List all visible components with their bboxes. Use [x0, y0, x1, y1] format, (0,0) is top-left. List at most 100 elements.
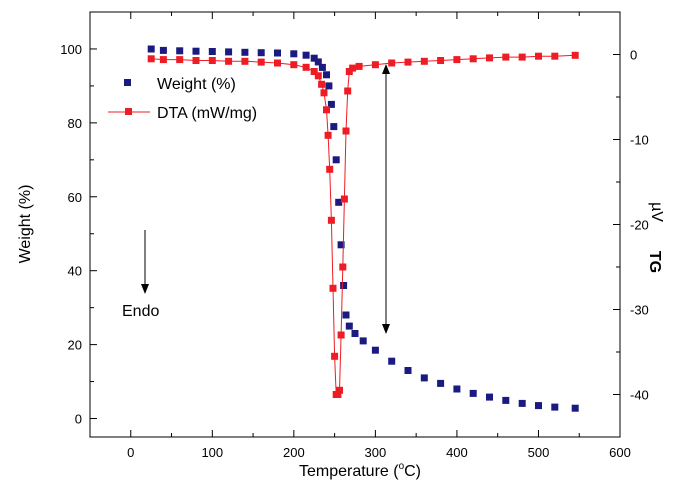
data-point: [388, 357, 396, 365]
x-tick-label: 100: [201, 445, 223, 460]
data-point: [437, 379, 445, 387]
data-point: [359, 337, 367, 345]
series-0: [147, 45, 579, 412]
legend-label-dta: DTA (mW/mg): [157, 105, 257, 122]
data-point: [241, 57, 249, 65]
y-left-tick-label: 40: [68, 264, 82, 279]
legend-label-weight: Weight (%): [157, 76, 236, 93]
data-point: [257, 58, 265, 66]
data-point: [192, 47, 200, 55]
y-left-tick-label: 60: [68, 190, 82, 205]
data-point: [571, 51, 579, 59]
data-point: [337, 331, 345, 339]
y-left-tick-label: 80: [68, 116, 82, 131]
data-point: [437, 57, 445, 64]
data-point: [571, 404, 579, 412]
data-point: [318, 80, 326, 88]
data-point: [332, 156, 340, 164]
endo-label: Endo: [122, 303, 159, 320]
data-point: [310, 68, 318, 75]
data-point: [302, 63, 310, 71]
data-point: [225, 48, 233, 56]
x-tick-label: 300: [365, 445, 387, 460]
data-point: [351, 330, 359, 337]
data-point: [310, 54, 318, 62]
data-point: [147, 45, 155, 53]
data-point: [502, 53, 510, 61]
y-right-tick-label: -20: [630, 218, 649, 233]
y-left-tick-label: 100: [60, 42, 82, 57]
data-point: [208, 48, 216, 55]
legend: Weight (%) DTA (mW/mg): [108, 76, 257, 122]
y-right-tick-label: -40: [630, 388, 649, 403]
mass-loss-arrow: [382, 64, 390, 334]
x-axis-title: Temperature (oC): [299, 461, 421, 480]
x-tick-label: 500: [528, 445, 550, 460]
data-point: [274, 49, 281, 57]
data-point: [323, 71, 330, 79]
data-point: [159, 46, 167, 54]
data-point: [159, 56, 167, 64]
x-tick-label: 600: [609, 445, 631, 460]
data-point: [551, 52, 559, 60]
mass-loss-arrow-head-bottom: [382, 324, 390, 334]
data-point: [330, 123, 338, 131]
data-point: [147, 55, 155, 63]
y-right-tick-label: -30: [630, 303, 649, 318]
data-point: [339, 263, 347, 271]
data-point: [176, 47, 184, 55]
data-point: [314, 58, 322, 66]
data-point: [327, 216, 335, 224]
series-layer: [147, 45, 579, 412]
endo-annotation: Endo: [122, 230, 159, 320]
data-point: [329, 284, 337, 292]
data-point: [371, 61, 379, 69]
data-point: [469, 389, 477, 397]
data-point: [336, 386, 343, 394]
y-right-tick-label: -10: [630, 133, 649, 148]
data-point: [469, 55, 477, 63]
data-point: [345, 322, 353, 330]
legend-marker-dta: [125, 108, 132, 115]
axis-tick-labels: 0 100 200 300 400 500 600 0 20 40 60 80 100 0 -10 -20 -3…: [60, 42, 649, 460]
data-point: [535, 52, 542, 60]
data-point: [324, 131, 332, 139]
data-point: [327, 100, 335, 108]
data-point: [302, 51, 310, 59]
data-point: [388, 59, 396, 67]
data-point: [208, 57, 216, 64]
data-point: [342, 127, 350, 135]
data-point: [337, 241, 345, 249]
y-right-tick-label: 0: [630, 48, 637, 63]
mass-loss-arrow-head-top: [382, 64, 390, 74]
data-point: [335, 198, 343, 206]
data-point: [334, 391, 342, 398]
data-point: [225, 57, 233, 65]
data-point: [257, 49, 265, 57]
data-point: [404, 58, 412, 66]
y-axis-right-unit: µV: [648, 202, 665, 222]
data-point: [314, 72, 322, 80]
data-point: [323, 106, 330, 114]
y-left-tick-label: 20: [68, 338, 82, 353]
data-point: [502, 396, 510, 404]
data-point: [355, 62, 363, 70]
y-axis-right-title: TG: [646, 251, 663, 273]
data-point: [290, 61, 298, 69]
data-point: [318, 63, 326, 71]
data-point: [404, 367, 412, 374]
endo-arrow-head: [141, 284, 149, 294]
data-point: [340, 195, 348, 203]
data-point: [192, 57, 200, 64]
x-tick-label: 200: [283, 445, 305, 460]
y-left-tick-label: 0: [75, 412, 82, 427]
data-point: [349, 64, 357, 72]
data-point: [331, 352, 339, 360]
data-point: [320, 89, 328, 97]
data-point: [420, 374, 428, 382]
data-point: [241, 48, 249, 56]
series-1: [147, 51, 579, 398]
data-point: [420, 57, 428, 65]
axis-ticks: [89, 11, 621, 438]
